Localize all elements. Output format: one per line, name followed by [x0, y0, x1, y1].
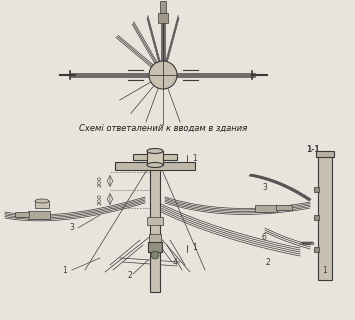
Bar: [160, 1, 166, 13]
Bar: [147, 217, 163, 225]
Text: 200: 200: [97, 175, 102, 187]
Text: 1: 1: [193, 154, 197, 163]
Bar: [318, 155, 332, 280]
Bar: [28, 211, 50, 219]
Bar: [316, 151, 334, 157]
Text: 1: 1: [193, 244, 197, 252]
Bar: [148, 152, 162, 158]
Text: 1-1: 1-1: [306, 145, 320, 154]
Circle shape: [149, 61, 177, 89]
Bar: [255, 205, 277, 212]
Text: 3: 3: [262, 183, 267, 192]
Bar: [314, 215, 319, 220]
Text: 200: 200: [97, 193, 102, 205]
Bar: [35, 201, 49, 208]
Ellipse shape: [147, 163, 163, 167]
Bar: [314, 187, 319, 192]
Bar: [133, 154, 177, 160]
Bar: [115, 162, 195, 170]
Text: 2: 2: [265, 258, 270, 267]
Text: 2: 2: [128, 271, 132, 280]
Text: 1: 1: [62, 266, 67, 275]
Circle shape: [151, 251, 159, 259]
Bar: [150, 158, 160, 292]
Text: 1: 1: [322, 266, 327, 275]
Bar: [276, 205, 292, 210]
Ellipse shape: [35, 199, 49, 203]
Bar: [158, 13, 168, 23]
Bar: [149, 234, 161, 242]
Text: 4: 4: [173, 258, 178, 267]
Text: 3: 3: [70, 223, 75, 232]
Text: 6: 6: [262, 233, 267, 242]
Bar: [147, 151, 163, 165]
Bar: [148, 242, 162, 252]
Bar: [15, 212, 29, 217]
Text: Схемі ответалений к вводам в здания: Схемі ответалений к вводам в здания: [79, 124, 247, 132]
Bar: [314, 247, 319, 252]
Ellipse shape: [147, 148, 163, 154]
